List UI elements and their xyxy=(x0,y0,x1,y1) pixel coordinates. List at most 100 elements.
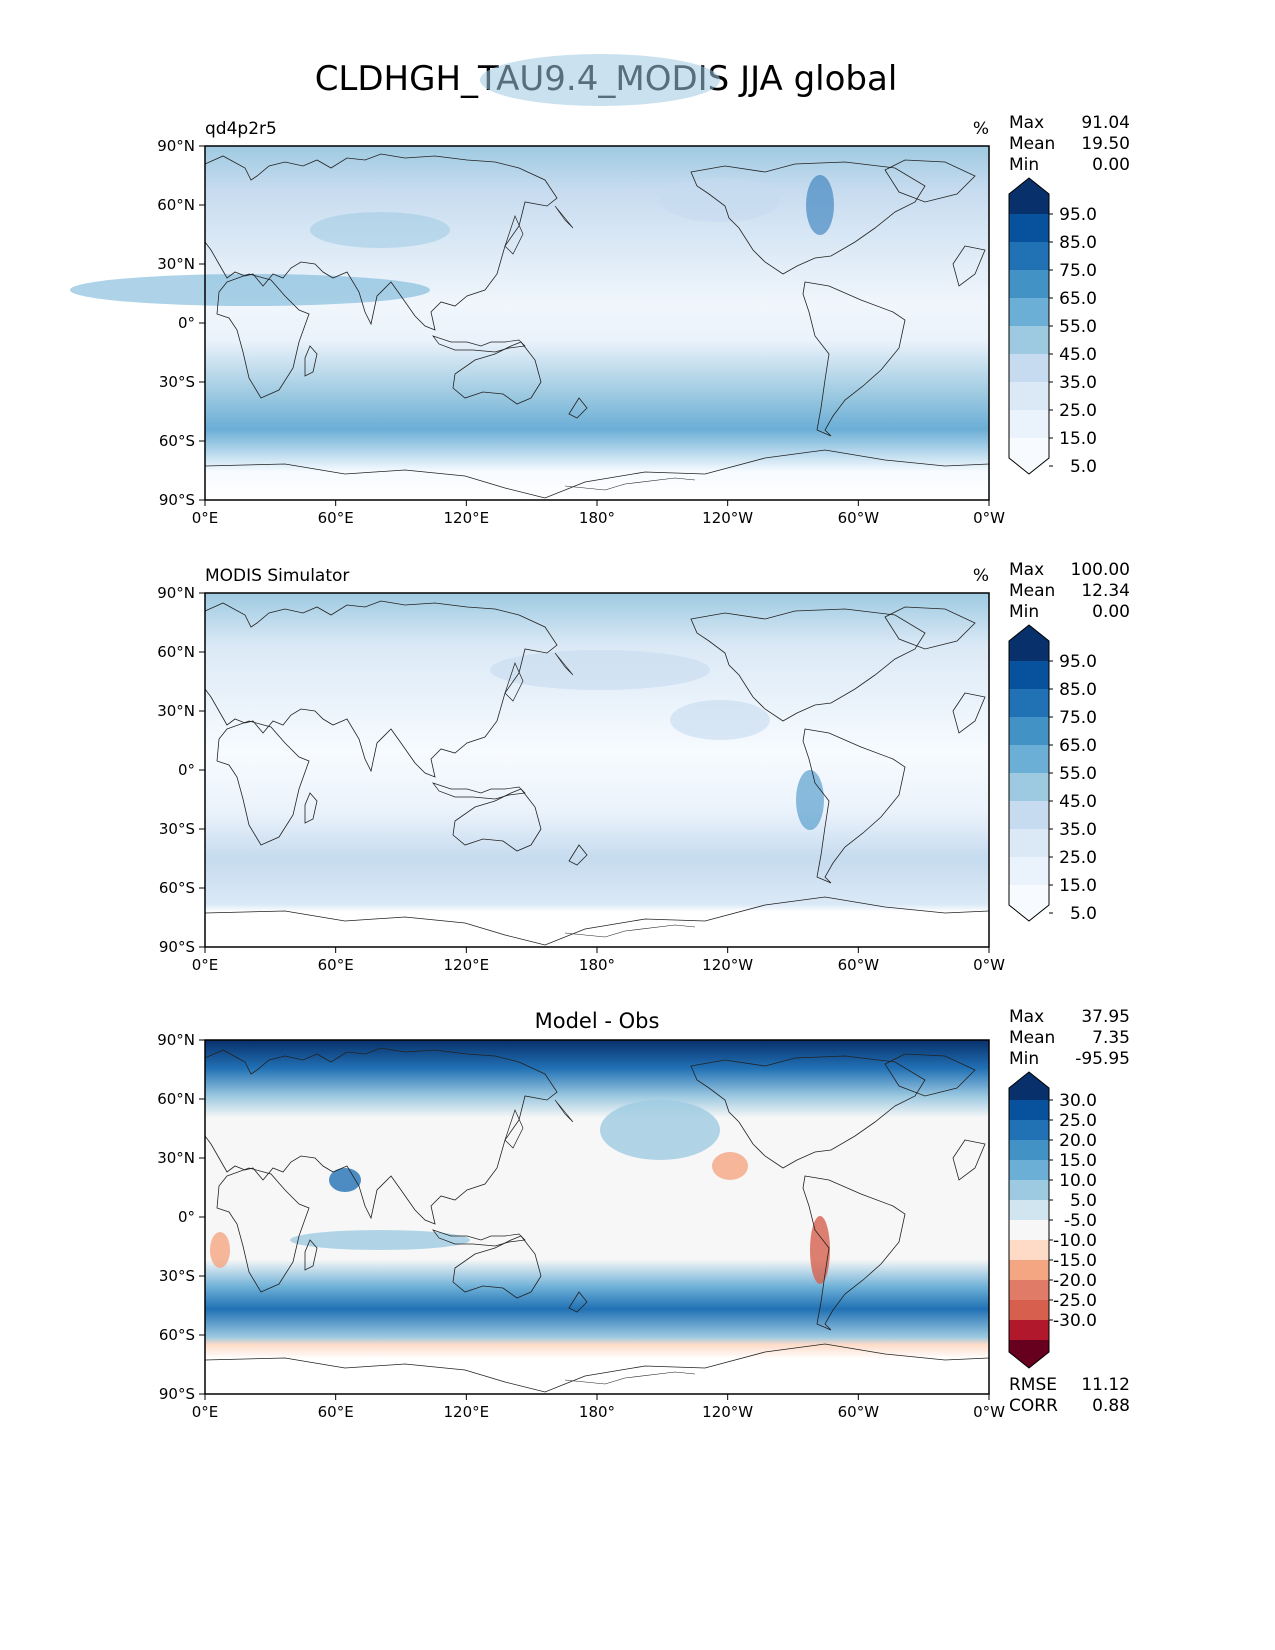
panel-reference-colorbar-label: 5.0 xyxy=(1070,904,1097,924)
panel-difference-xtick-label: 0°W xyxy=(973,1403,1005,1421)
panel-test-colorbar-swatch xyxy=(1009,242,1049,271)
panel-reference-colorbar-label: 55.0 xyxy=(1059,764,1097,784)
panel-test-colorbar-swatch xyxy=(1009,270,1049,299)
panel-reference-blob xyxy=(670,700,770,740)
panel-reference-stat-value: 100.00 xyxy=(1071,560,1130,580)
panel-difference-colorbar-label: -5.0 xyxy=(1064,1211,1097,1231)
panel-test-colorbar-label: 95.0 xyxy=(1059,205,1097,225)
panel-test-colorbar-label: 15.0 xyxy=(1059,429,1097,449)
panel-reference-stat-label: Min xyxy=(1009,602,1039,622)
panel-test-xtick-label: 120°E xyxy=(444,509,490,527)
panel-reference-ytick-label: 30°N xyxy=(157,702,195,720)
panel-difference-xtick-label: 180° xyxy=(579,1403,615,1421)
panel-test-colorbar-swatch xyxy=(1009,354,1049,383)
panel-test: 0°E 60°E 120°E 180° 120°W 60°W 0°W 90°N 60°N 30°N… xyxy=(70,54,1130,527)
panel-test-ytick-label: 90°N xyxy=(157,137,195,155)
panel-difference-ytick-label: 30°N xyxy=(157,1149,195,1167)
panel-difference-xtick-label: 120°E xyxy=(444,1403,490,1421)
panel-test-stat-value: 0.00 xyxy=(1092,155,1130,175)
panel-test-left-title: qd4p2r5 xyxy=(205,119,277,139)
panel-test-colorbar-label: 85.0 xyxy=(1059,233,1097,253)
panel-test-blob xyxy=(660,178,780,222)
panel-difference-colorbar-swatch xyxy=(1009,1200,1049,1221)
panel-reference-colorbar-outline xyxy=(1008,624,1050,922)
panel-difference-blob xyxy=(329,1168,361,1192)
panel-difference-colorbar-swatch xyxy=(1009,1072,1049,1100)
panel-test-colorbar-label: 45.0 xyxy=(1059,345,1097,365)
panel-reference-colorbar-swatch xyxy=(1009,829,1049,858)
panel-difference-colorbar-label: 30.0 xyxy=(1059,1091,1097,1111)
panel-difference-blob xyxy=(712,1152,748,1180)
panel-difference-colorbar-swatch xyxy=(1009,1340,1049,1368)
panel-reference-ytick-label: 90°N xyxy=(157,584,195,602)
panel-test-blob xyxy=(70,274,430,306)
panel-reference-ytick-label: 90°S xyxy=(159,938,195,956)
panel-reference-colorbar-swatch xyxy=(1009,661,1049,690)
panel-test-colorbar-swatch xyxy=(1009,214,1049,243)
panel-difference-xtick-label: 120°W xyxy=(702,1403,753,1421)
panel-reference-colorbar-swatch xyxy=(1009,857,1049,886)
panel-difference-colorbar-label: 10.0 xyxy=(1059,1171,1097,1191)
panel-test-blob xyxy=(310,212,450,248)
panel-test-ytick-label: 0° xyxy=(178,314,195,332)
panel-test-blob xyxy=(806,175,834,235)
panel-difference-ytick-label: 90°S xyxy=(159,1385,195,1403)
panel-reference-colorbar-label: 65.0 xyxy=(1059,736,1097,756)
panel-reference-colorbar-label: 35.0 xyxy=(1059,820,1097,840)
panel-difference-stat-value: 37.95 xyxy=(1081,1007,1130,1027)
panel-test-ytick-label: 90°S xyxy=(159,491,195,509)
panel-difference-xtick-label: 0°E xyxy=(192,1403,219,1421)
panel-test-blob xyxy=(480,54,720,106)
panel-reference-colorbar-swatch xyxy=(1009,773,1049,802)
panel-reference-colorbar-swatch xyxy=(1009,885,1049,921)
panel-reference-ytick-label: 60°N xyxy=(157,643,195,661)
panel-reference-blob xyxy=(796,770,824,830)
panel-difference-colorbar-label: -10.0 xyxy=(1053,1231,1097,1251)
panel-difference-colorbar-swatch xyxy=(1009,1100,1049,1121)
panel-test-stat-label: Mean xyxy=(1009,134,1055,154)
panel-test-colorbar-label: 75.0 xyxy=(1059,261,1097,281)
panel-reference-ytick-label: 0° xyxy=(178,761,195,779)
panel-test-ytick-label: 60°N xyxy=(157,196,195,214)
panel-difference-colorbar-swatch xyxy=(1009,1180,1049,1201)
panel-difference-colorbar-swatch xyxy=(1009,1300,1049,1321)
panel-reference-xtick-label: 60°W xyxy=(838,956,880,974)
panel-reference-stat-label: Max xyxy=(1009,560,1044,580)
panel-difference-colorbar-label: -15.0 xyxy=(1053,1251,1097,1271)
panel-difference-colorbar-label: -20.0 xyxy=(1053,1271,1097,1291)
panel-difference-colorbar-swatch xyxy=(1009,1280,1049,1301)
panel-difference-colorbar: 30.025.020.015.010.05.0-5.0-10.0-15.0-20… xyxy=(1008,1071,1097,1369)
panel-test-colorbar: 95.0 85.0 75.0 65.0 55.0 45.0 35.0 25.0 15.0 5.0 xyxy=(1008,177,1097,477)
panel-test-colorbar-label: 25.0 xyxy=(1059,401,1097,421)
panel-reference-colorbar-swatch xyxy=(1009,745,1049,774)
panel-reference-colorbar-swatch xyxy=(1009,801,1049,830)
panel-test-colorbar-label: 65.0 xyxy=(1059,289,1097,309)
panel-difference-field xyxy=(205,1040,989,1394)
panel-difference-bottom-stat-label: CORR xyxy=(1009,1396,1058,1416)
panel-reference-stat-label: Mean xyxy=(1009,581,1055,601)
panel-reference-colorbar-label: 25.0 xyxy=(1059,848,1097,868)
panel-test-ytick-label: 30°S xyxy=(159,373,195,391)
panel-difference-colorbar-swatch xyxy=(1009,1320,1049,1341)
panel-difference-colorbar-label: -30.0 xyxy=(1053,1311,1097,1331)
panel-reference-xtick-label: 0°E xyxy=(192,956,219,974)
panel-test-colorbar-outline xyxy=(1008,177,1050,475)
panel-reference-xtick-label: 120°W xyxy=(702,956,753,974)
panel-difference-colorbar-outline xyxy=(1008,1071,1050,1369)
panel-test-xtick-label: 0°E xyxy=(192,509,219,527)
panel-difference-ytick-label: 90°N xyxy=(157,1031,195,1049)
panel-test-colorbar-swatch xyxy=(1009,178,1049,214)
panel-reference-field xyxy=(205,593,989,947)
panel-difference-stat-label: Min xyxy=(1009,1049,1039,1069)
panel-reference-colorbar-swatch xyxy=(1009,717,1049,746)
panel-reference-xtick-label: 60°E xyxy=(318,956,354,974)
panel-test-stat-label: Min xyxy=(1009,155,1039,175)
panel-difference-colorbar-label: 25.0 xyxy=(1059,1111,1097,1131)
panel-difference: 0°E 60°E 120°E 180° 120°W 60°W 0°W 90°N 60°N 30°N… xyxy=(157,1007,1130,1421)
panel-reference-colorbar-swatch xyxy=(1009,625,1049,661)
panel-difference-stat-value: 7.35 xyxy=(1092,1028,1130,1048)
panel-difference-bottom-stat-value: 11.12 xyxy=(1081,1375,1130,1395)
panel-difference-xtick-label: 60°E xyxy=(318,1403,354,1421)
panel-difference-colorbar-swatch xyxy=(1009,1120,1049,1141)
